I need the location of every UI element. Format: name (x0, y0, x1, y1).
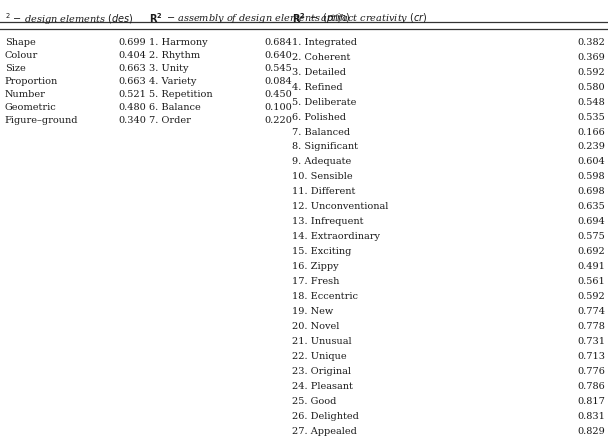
Text: 0.166: 0.166 (577, 127, 605, 136)
Text: 2. Coherent: 2. Coherent (292, 53, 350, 62)
Text: $-$ artifact creativity $(cr)$: $-$ artifact creativity $(cr)$ (309, 11, 427, 25)
Text: 0.480: 0.480 (119, 103, 147, 112)
Text: 0.684: 0.684 (264, 38, 292, 47)
Text: 2. Rhythm: 2. Rhythm (149, 51, 200, 60)
Text: 0.694: 0.694 (577, 217, 605, 226)
Text: 0.635: 0.635 (577, 202, 605, 211)
Text: 0.580: 0.580 (578, 83, 605, 91)
Text: 0.831: 0.831 (577, 412, 605, 421)
Text: Proportion: Proportion (5, 77, 58, 86)
Text: 0.100: 0.100 (264, 103, 292, 112)
Text: 0.521: 0.521 (119, 90, 147, 99)
Text: 0.592: 0.592 (577, 67, 605, 77)
Text: 0.340: 0.340 (119, 116, 147, 125)
Text: 3. Detailed: 3. Detailed (292, 67, 346, 77)
Text: 27. Appealed: 27. Appealed (292, 427, 357, 436)
Text: 18. Eccentric: 18. Eccentric (292, 292, 358, 301)
Text: 26. Delighted: 26. Delighted (292, 412, 359, 421)
Text: 8. Significant: 8. Significant (292, 143, 358, 151)
Text: 0.220: 0.220 (264, 116, 292, 125)
Text: 0.084: 0.084 (264, 77, 292, 86)
Text: 6. Polished: 6. Polished (292, 113, 346, 122)
Text: 3. Unity: 3. Unity (149, 64, 188, 73)
Text: 23. Original: 23. Original (292, 367, 351, 376)
Text: $\mathbf{R}^{\mathbf{2}}$: $\mathbf{R}^{\mathbf{2}}$ (292, 11, 305, 25)
Text: $^2$ $-$ design elements $(des)$: $^2$ $-$ design elements $(des)$ (5, 11, 134, 27)
Text: 7. Balanced: 7. Balanced (292, 127, 350, 136)
Text: 11. Different: 11. Different (292, 187, 355, 196)
Text: 12. Unconventional: 12. Unconventional (292, 202, 389, 211)
Text: 1. Harmony: 1. Harmony (149, 38, 207, 47)
Text: Figure–ground: Figure–ground (5, 116, 78, 125)
Text: 0.698: 0.698 (578, 187, 605, 196)
Text: 15. Exciting: 15. Exciting (292, 247, 351, 256)
Text: 0.776: 0.776 (577, 367, 605, 376)
Text: 10. Sensible: 10. Sensible (292, 172, 353, 182)
Text: 0.699: 0.699 (119, 38, 146, 47)
Text: 0.786: 0.786 (577, 382, 605, 391)
Text: Size: Size (5, 64, 26, 73)
Text: 0.663: 0.663 (119, 64, 147, 73)
Text: 16. Zippy: 16. Zippy (292, 262, 339, 271)
Text: $-$ assembly of design elements $(prin)$: $-$ assembly of design elements $(prin)$ (166, 11, 350, 25)
Text: 0.369: 0.369 (577, 53, 605, 62)
Text: 4. Variety: 4. Variety (149, 77, 196, 86)
Text: 14. Extraordinary: 14. Extraordinary (292, 232, 380, 241)
Text: 19. New: 19. New (292, 307, 333, 316)
Text: Shape: Shape (5, 38, 36, 47)
Text: 0.404: 0.404 (119, 51, 147, 60)
Text: Colour: Colour (5, 51, 38, 60)
Text: 0.548: 0.548 (577, 98, 605, 107)
Text: 13. Infrequent: 13. Infrequent (292, 217, 364, 226)
Text: 0.774: 0.774 (577, 307, 605, 316)
Text: Geometric: Geometric (5, 103, 57, 112)
Text: 0.592: 0.592 (577, 292, 605, 301)
Text: 0.829: 0.829 (577, 427, 605, 436)
Text: 0.535: 0.535 (577, 113, 605, 122)
Text: 5. Repetition: 5. Repetition (149, 90, 213, 99)
Text: 0.239: 0.239 (577, 143, 605, 151)
Text: 4. Refined: 4. Refined (292, 83, 342, 91)
Text: 0.491: 0.491 (577, 262, 605, 271)
Text: 17. Fresh: 17. Fresh (292, 277, 339, 286)
Text: 0.561: 0.561 (577, 277, 605, 286)
Text: 0.545: 0.545 (264, 64, 292, 73)
Text: 0.663: 0.663 (119, 77, 147, 86)
Text: 0.598: 0.598 (578, 172, 605, 182)
Text: 0.450: 0.450 (264, 90, 292, 99)
Text: 21. Unusual: 21. Unusual (292, 337, 351, 346)
Text: 9. Adequate: 9. Adequate (292, 158, 351, 166)
Text: 24. Pleasant: 24. Pleasant (292, 382, 353, 391)
Text: 0.713: 0.713 (577, 352, 605, 361)
Text: 0.382: 0.382 (577, 38, 605, 47)
Text: 0.640: 0.640 (264, 51, 292, 60)
Text: Number: Number (5, 90, 46, 99)
Text: 25. Good: 25. Good (292, 397, 336, 406)
Text: 22. Unique: 22. Unique (292, 352, 347, 361)
Text: 0.575: 0.575 (577, 232, 605, 241)
Text: $\mathbf{R}^{\mathbf{2}}$: $\mathbf{R}^{\mathbf{2}}$ (149, 11, 162, 25)
Text: 0.731: 0.731 (577, 337, 605, 346)
Text: 5. Deliberate: 5. Deliberate (292, 98, 356, 107)
Text: 20. Novel: 20. Novel (292, 322, 339, 331)
Text: 7. Order: 7. Order (149, 116, 191, 125)
Text: 1. Integrated: 1. Integrated (292, 38, 357, 47)
Text: 0.692: 0.692 (577, 247, 605, 256)
Text: 6. Balance: 6. Balance (149, 103, 201, 112)
Text: 0.778: 0.778 (577, 322, 605, 331)
Text: 0.604: 0.604 (577, 158, 605, 166)
Text: 0.817: 0.817 (577, 397, 605, 406)
